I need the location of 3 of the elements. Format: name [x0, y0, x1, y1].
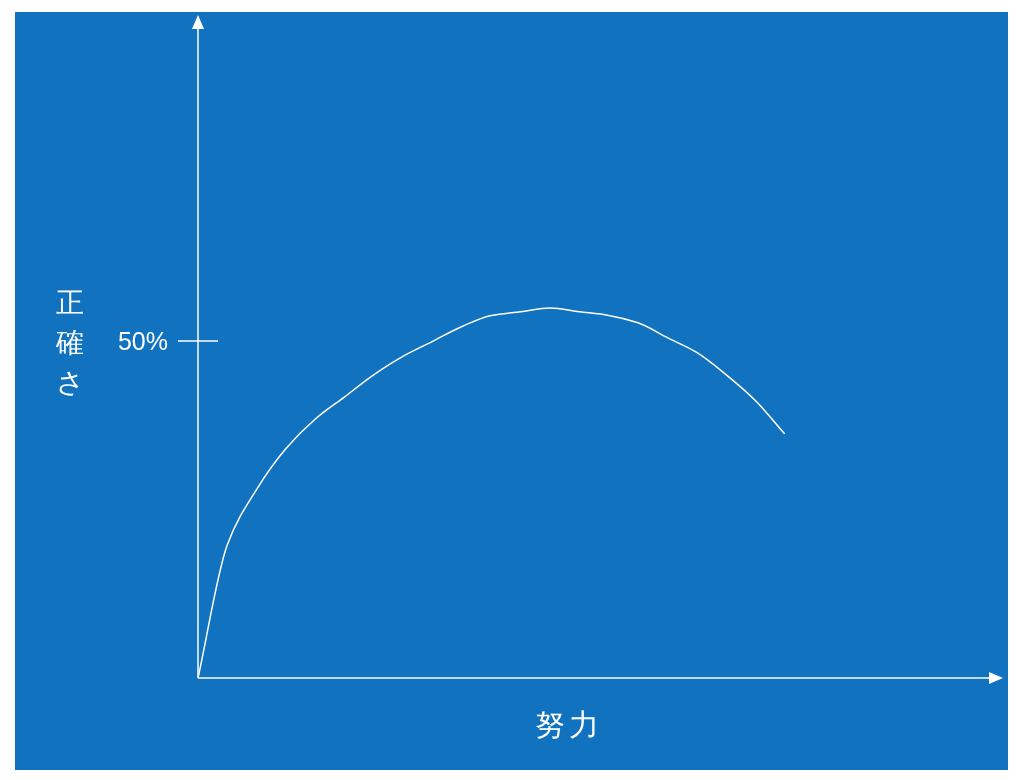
xlabel: 努力	[535, 708, 603, 741]
annotation: 50%	[117, 327, 168, 355]
ylabel: 正確さ	[55, 287, 85, 398]
